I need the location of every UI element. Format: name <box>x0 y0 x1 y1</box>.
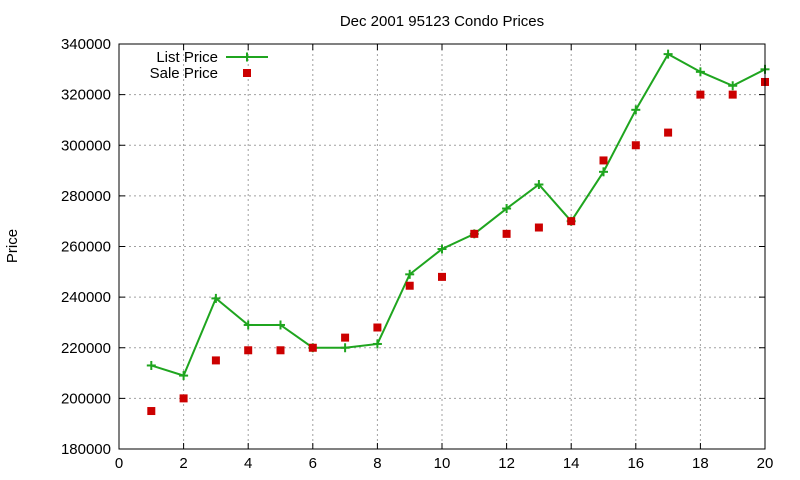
legend-square-sample <box>243 69 251 77</box>
sale-price-point <box>599 156 608 165</box>
sale-price-point <box>567 217 576 226</box>
sale-price-point <box>244 346 253 355</box>
x-tick-label: 16 <box>627 455 644 472</box>
x-tick-label: 18 <box>692 455 709 472</box>
legend-label: Sale Price <box>150 65 218 82</box>
x-tick-label: 0 <box>115 455 123 472</box>
y-tick-label: 280000 <box>61 188 111 205</box>
list-price-point <box>631 105 641 115</box>
plot-area <box>146 49 770 416</box>
list-price-point <box>276 320 285 330</box>
sale-price-point <box>373 323 382 332</box>
sale-price-point <box>696 90 705 99</box>
list-price-point <box>211 293 221 303</box>
x-tick-label: 14 <box>563 455 580 472</box>
list-price-point <box>695 67 705 77</box>
sale-price-point <box>276 346 285 355</box>
y-tick-label: 180000 <box>61 441 111 458</box>
list-price-point <box>340 343 350 353</box>
sale-price-point <box>470 229 479 238</box>
x-tick-label: 2 <box>179 455 187 472</box>
y-tick-label: 220000 <box>61 340 111 357</box>
plot-frame <box>118 43 766 450</box>
list-price-point <box>502 204 512 214</box>
sale-price-point <box>664 128 673 137</box>
x-tick-label: 4 <box>244 455 252 472</box>
list-price-line <box>151 52 766 377</box>
list-price-point <box>437 244 447 254</box>
list-price-point <box>534 179 544 189</box>
legend-label: List Price <box>156 49 218 66</box>
list-price-point <box>372 339 382 349</box>
x-tick-label: 10 <box>434 455 451 472</box>
y-tick-label: 320000 <box>61 87 111 104</box>
sale-price-point <box>405 281 414 290</box>
sale-price-point <box>631 141 640 150</box>
list-price-point <box>146 360 156 370</box>
y-tick-label: 240000 <box>61 289 111 306</box>
axis-ticks: 0 2 4 6 8 10 12 14 16 18 20 180000 200000 220000 24000… <box>61 36 773 472</box>
list-price-point <box>599 167 608 177</box>
list-price-point <box>179 371 189 381</box>
x-tick-label: 8 <box>373 455 381 472</box>
y-axis-label: Price <box>4 229 21 263</box>
y-tick-label: 300000 <box>61 137 111 154</box>
sale-price-point <box>147 407 156 416</box>
sale-price-point <box>211 356 220 365</box>
y-tick-label: 340000 <box>61 36 111 53</box>
sale-price-point <box>502 229 511 238</box>
y-tick-label: 200000 <box>61 390 111 407</box>
list-price-point <box>243 320 253 330</box>
x-tick-label: 6 <box>309 455 317 472</box>
sale-price-point <box>438 272 446 281</box>
list-price-point <box>728 81 738 91</box>
sale-price-point <box>179 394 188 403</box>
sale-price-point <box>341 333 350 342</box>
list-price-point <box>405 269 415 279</box>
sale-price-point <box>728 90 737 99</box>
list-price-point <box>663 49 673 59</box>
x-tick-label: 12 <box>498 455 515 472</box>
x-tick-label: 20 <box>757 455 774 472</box>
chart-title: Dec 2001 95123 Condo Prices <box>340 13 544 30</box>
sale-price-point <box>534 223 543 232</box>
legend-cross-sample <box>242 52 252 62</box>
sale-price-point <box>308 343 317 352</box>
y-tick-label: 260000 <box>61 239 111 256</box>
